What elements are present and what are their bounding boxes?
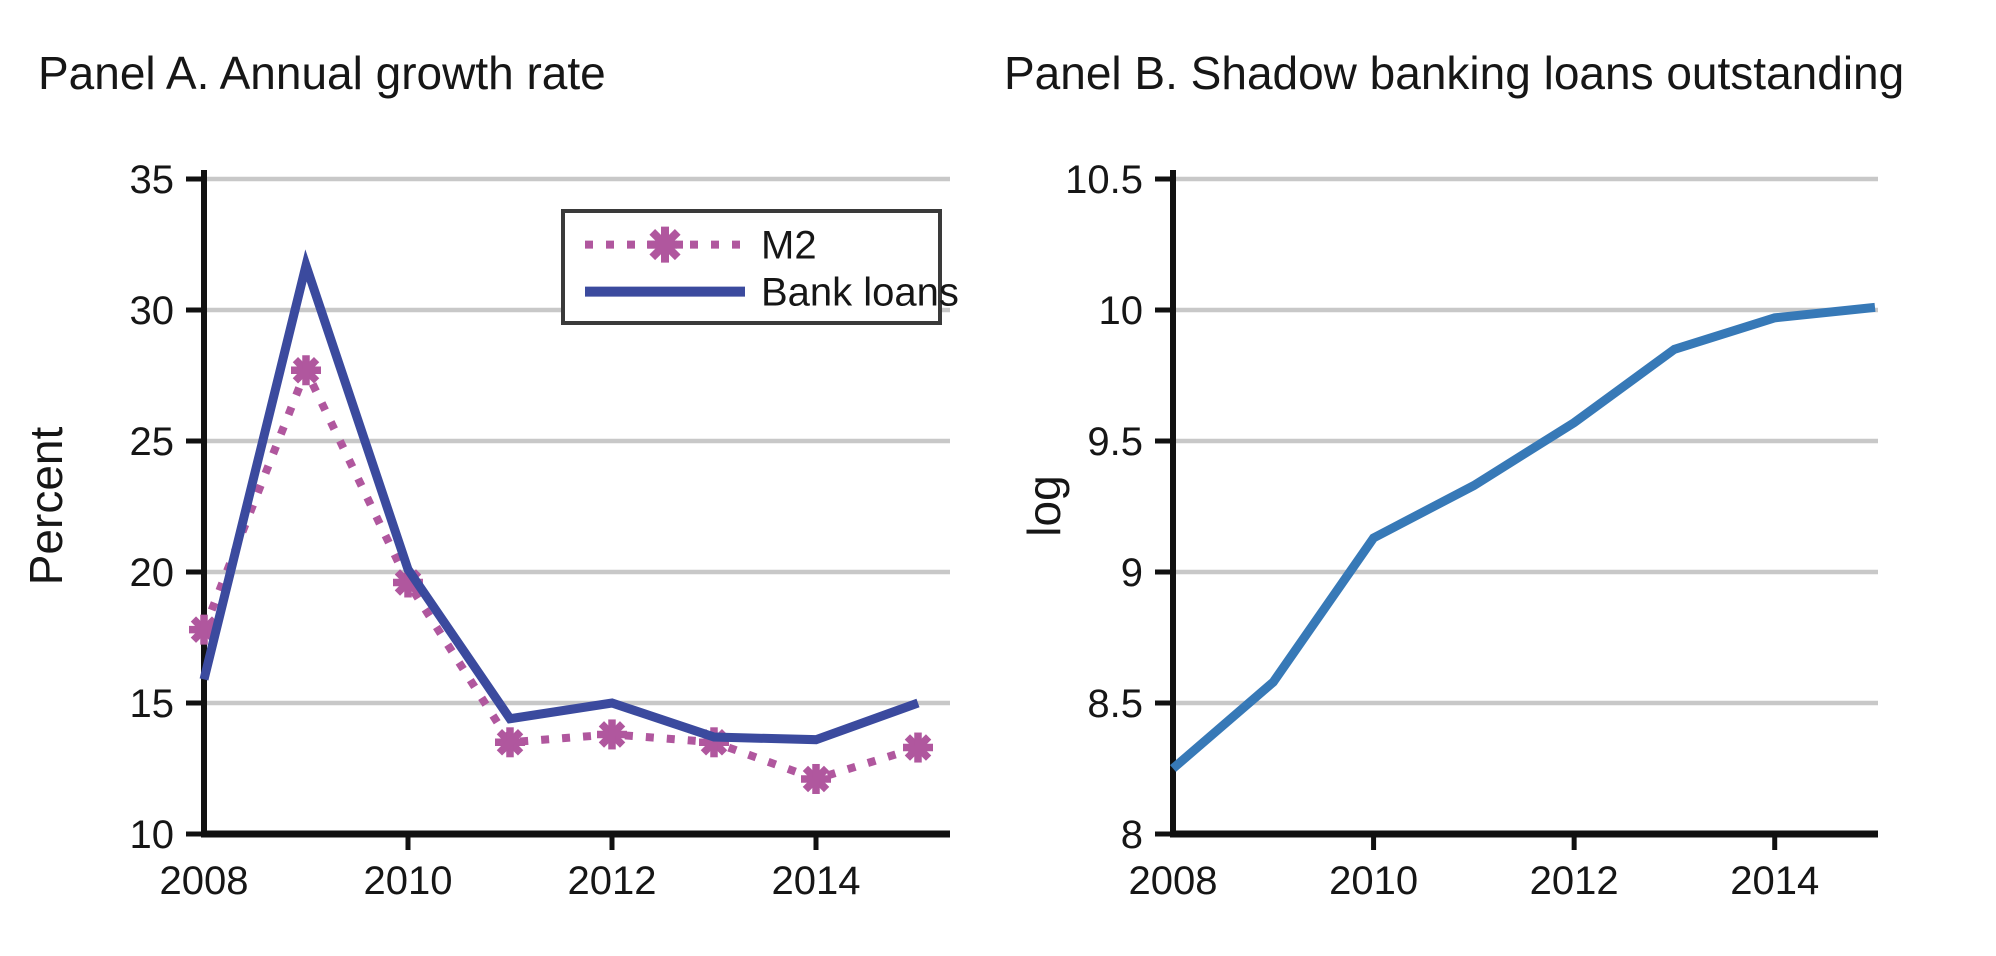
series-marker-m2 bbox=[292, 357, 320, 384]
panel-a: Panel A. Annual growth rate 10 15 20 25 30 35… bbox=[20, 47, 959, 903]
y-tick-label: 35 bbox=[130, 158, 175, 202]
series-marker-m2 bbox=[496, 729, 524, 756]
legend-marker-m2 bbox=[649, 229, 681, 261]
y-axis-title: log bbox=[1018, 475, 1070, 536]
x-tick-label: 2014 bbox=[1730, 859, 1819, 903]
series-marker-m2 bbox=[802, 765, 830, 793]
y-tick-label: 10 bbox=[130, 813, 175, 857]
legend-label-bank-loans: Bank loans bbox=[761, 271, 959, 315]
x-tick-label: 2012 bbox=[568, 859, 657, 903]
panel-b: Panel B. Shadow banking loans outstandin… bbox=[998, 0, 1996, 956]
y-axis-title: Percent bbox=[20, 427, 72, 586]
y-tick-label: 25 bbox=[130, 420, 175, 464]
y-tick-label: 10 bbox=[1099, 289, 1144, 333]
x-tick-label: 2008 bbox=[160, 859, 249, 903]
y-tick-label: 20 bbox=[130, 551, 175, 595]
y-tick-label: 30 bbox=[130, 289, 175, 333]
x-tick-label: 2010 bbox=[1329, 859, 1418, 903]
y-tick-label: 8.5 bbox=[1087, 682, 1143, 726]
series-marker-m2 bbox=[904, 734, 932, 761]
series-marker-m2 bbox=[598, 721, 626, 748]
legend-box bbox=[561, 209, 942, 325]
series-line-m2 bbox=[200, 360, 920, 784]
panel-b-title: Panel B. Shadow banking loans outstandin… bbox=[1004, 47, 1905, 99]
series-marker-m2 bbox=[190, 616, 218, 643]
panel-a-title: Panel A. Annual growth rate bbox=[38, 47, 606, 99]
series-line-bank-loans bbox=[199, 249, 920, 745]
x-tick-label: 2014 bbox=[772, 859, 861, 903]
series-line-shadow-banking-loans bbox=[1170, 302, 1876, 772]
x-tick-label: 2008 bbox=[1129, 859, 1218, 903]
panel-a-chart: 10 15 20 25 30 35 2008 2010 2012 2014 Percent M2Ban… bbox=[20, 158, 959, 903]
y-tick-label: 8 bbox=[1121, 813, 1143, 857]
y-tick-label: 9 bbox=[1121, 551, 1143, 595]
x-tick-label: 2012 bbox=[1530, 859, 1619, 903]
x-tick-label: 2010 bbox=[364, 859, 453, 903]
y-tick-label: 15 bbox=[130, 682, 175, 726]
y-tick-label: 9.5 bbox=[1087, 420, 1143, 464]
panel-b-chart: 8 8.5 9 9.5 10 10.5 2008 2010 2012 2014 log bbox=[1018, 158, 1878, 903]
legend-label-m2: M2 bbox=[761, 224, 817, 268]
y-tick-label: 10.5 bbox=[1065, 158, 1143, 202]
